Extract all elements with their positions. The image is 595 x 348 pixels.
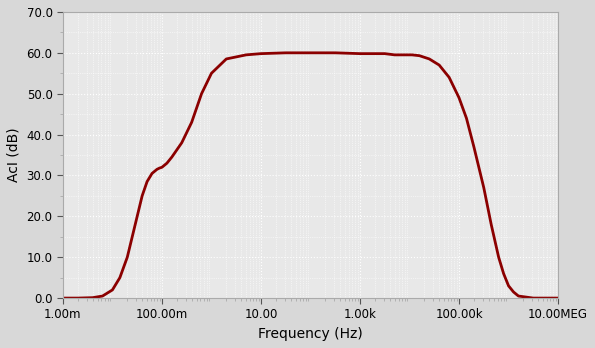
Y-axis label: AcI (dB): AcI (dB) [7, 128, 21, 182]
X-axis label: Frequency (Hz): Frequency (Hz) [258, 327, 363, 341]
